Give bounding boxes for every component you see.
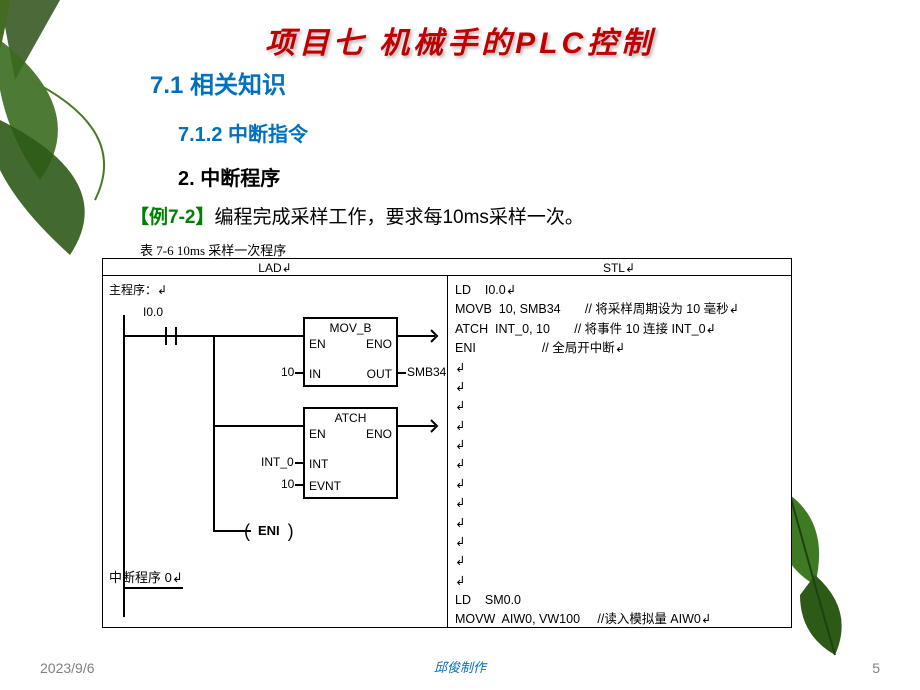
wire xyxy=(213,425,303,427)
stl-line: ↲ xyxy=(455,397,783,416)
contact-i00 xyxy=(151,335,191,337)
stl-line: MOVB 10, SMB34 // 将采样周期设为 10 毫秒↲ xyxy=(455,300,783,319)
eno-arrow xyxy=(423,327,443,345)
stl-line: ↲ xyxy=(455,359,783,378)
lad-panel: 主程序：↲ I0.0 MOV_B EN ENO IN OUT 10 SMB34 xyxy=(103,275,447,627)
interrupt-program-label: 中断程序 0↲ xyxy=(109,567,183,586)
footer-page: 5 xyxy=(872,660,880,676)
movb-block: MOV_B EN ENO IN OUT xyxy=(303,317,398,387)
atch-evnt-val: 10 xyxy=(281,477,294,491)
contact-label: I0.0 xyxy=(143,305,163,319)
heading-7-1: 7.1 相关知识 xyxy=(150,65,286,100)
slide-title: 项目七 机械手的PLC控制 xyxy=(265,18,655,62)
stl-line: ↲ xyxy=(455,475,783,494)
stl-line: ↲ xyxy=(455,494,783,513)
stl-line: ATCH INT_0, 10 // 将事件 10 连接 INT_0↲ xyxy=(455,320,783,339)
stl-line: ↲ xyxy=(455,572,783,591)
eni-coil: ENI xyxy=(258,523,280,538)
stl-line: ↲ xyxy=(455,552,783,571)
heading-2: 2. 中断程序 xyxy=(178,162,280,191)
header-stl: STL↲ xyxy=(447,261,791,275)
footer-author: 邱俊制作 xyxy=(434,657,486,676)
stl-line: ↲ xyxy=(455,514,783,533)
stl-line: ↲ xyxy=(455,417,783,436)
movb-in-val: 10 xyxy=(281,365,294,379)
example-line: 【例7-2】编程完成采样工作，要求每10ms采样一次。 xyxy=(130,202,584,229)
movb-out-val: SMB34 xyxy=(407,365,446,379)
stl-line: ↲ xyxy=(455,533,783,552)
stl-line: MOVW AIW0, VW100 //读入模拟量 AIW0↲ xyxy=(455,610,783,629)
footer-date: 2023/9/6 xyxy=(40,660,95,676)
program-diagram: LAD↲ STL↲ 主程序：↲ I0.0 MOV_B EN ENO IN OUT… xyxy=(102,258,792,628)
heading-7-1-2: 7.1.2 中断指令 xyxy=(178,118,308,147)
atch-block: ATCH EN ENO INT EVNT xyxy=(303,407,398,499)
example-text: 编程完成采样工作，要求每10ms采样一次。 xyxy=(214,207,583,228)
stl-line: LD SM0.0 xyxy=(455,591,783,610)
stl-line: ↲ xyxy=(455,455,783,474)
wire xyxy=(191,335,303,337)
stl-panel: LD I0.0↲ MOVB 10, SMB34 // 将采样周期设为 10 毫秒… xyxy=(447,275,791,627)
stl-line: ↲ xyxy=(455,436,783,455)
stl-line: ENI // 全局开中断↲ xyxy=(455,339,783,358)
stl-line: LD I0.0↲ xyxy=(455,281,783,300)
wire xyxy=(213,335,215,425)
atch-int-val: INT_0 xyxy=(261,455,294,469)
table-caption: 表 7-6 10ms 采样一次程序 xyxy=(140,240,286,259)
example-tag: 【例7-2】 xyxy=(130,207,214,228)
stl-line: ↲ xyxy=(455,378,783,397)
header-lad: LAD↲ xyxy=(103,261,447,275)
eno-arrow xyxy=(423,417,443,435)
main-program-label: 主程序：↲ xyxy=(109,281,167,298)
